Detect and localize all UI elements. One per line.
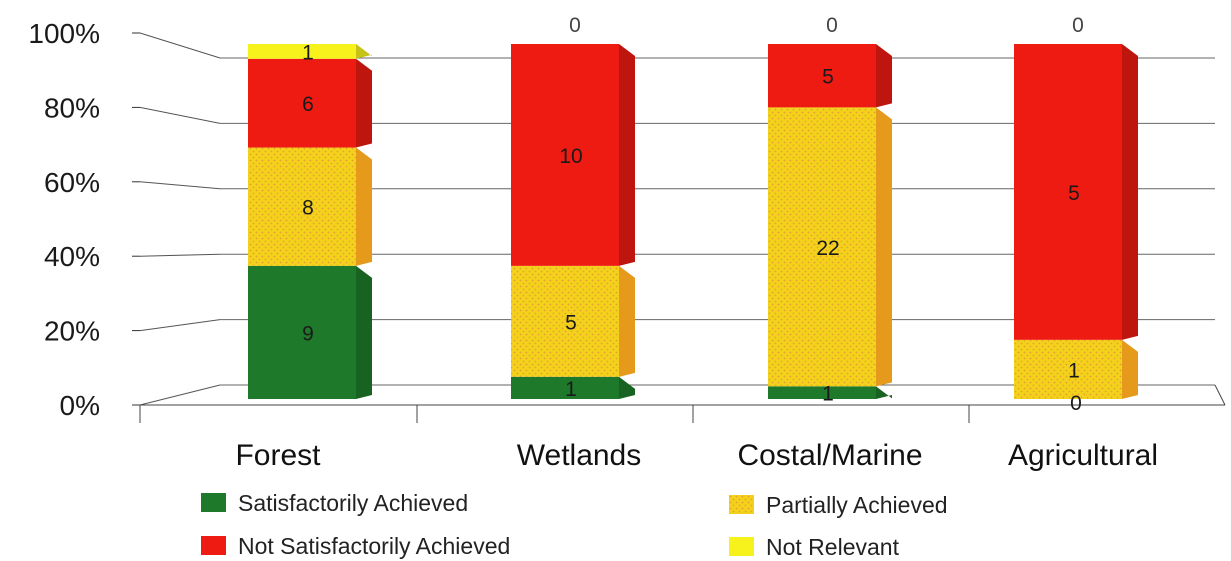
category-label: Costal/Marine [737,439,922,472]
bar-segment-partially-achieved [511,265,619,377]
ytick-label: 20% [44,316,100,347]
bar-side-not-satisfactorily-achieved [356,58,372,148]
legend-swatch-satisfactorily-achieved [201,493,226,512]
ytick-label: 40% [44,241,100,272]
ytick-label: 100% [28,18,100,49]
data-label: 1 [1068,359,1080,382]
data-label: 0 [1072,14,1084,37]
data-label: 0 [569,14,581,37]
axes: 0% 20% 40% 60% 80% 100% Forest Wetlands Costal/M… [28,18,1226,472]
bar-side-partially-achieved [876,107,892,387]
gridline-diagonal [139,106,221,124]
legend-swatch-partially-achieved [729,495,754,514]
bar-side-not-relevant [356,44,372,59]
ytick-label: 60% [44,167,100,198]
data-label: 9 [302,322,314,345]
bar-segment-not-satisfactorily-achieved [1014,44,1122,340]
data-label: 8 [302,197,314,220]
data-label: 5 [565,311,577,334]
gridline-diagonal [139,32,221,59]
bar-side-partially-achieved [356,147,372,266]
data-label: 0 [1070,392,1082,415]
legend-swatch-not-satisfactorily-achieved [201,536,226,555]
gridline-diagonal [139,319,221,332]
bar-segment-satisfactorily-achieved [248,265,356,399]
legend-label: Satisfactorily Achieved [238,490,468,516]
bar-segment-not-satisfactorily-achieved [248,58,356,148]
bar-segment-not-satisfactorily-achieved [768,44,876,108]
legend-label: Not Relevant [766,534,900,560]
floor-edge [1214,384,1226,406]
legend-swatch-not-relevant [729,537,754,556]
ytick-label: 0% [60,390,100,421]
ytick-label: 80% [44,92,100,123]
bar-side-partially-achieved [619,265,635,377]
category-label: Wetlands [517,439,642,472]
data-label: 5 [822,66,834,89]
bar-side-not-satisfactorily-achieved [619,44,635,266]
bar-segment-satisfactorily-achieved [768,386,876,399]
legend-label: Not Satisfactorily Achieved [238,533,510,559]
gridline-diagonal [139,384,221,406]
data-label: 10 [559,145,582,168]
category-label: Agricultural [1008,439,1158,472]
bar-segment-partially-achieved [1014,339,1122,399]
data-label: 5 [1068,182,1080,205]
data-labels: 9 8 6 1 1 5 10 0 1 22 5 0 1 5 0 0 [302,14,1084,415]
bar-side-partially-achieved [1122,339,1138,399]
gridline-diagonal [139,253,221,257]
data-label: 6 [302,93,314,116]
data-label: 1 [565,378,577,401]
bar-segment-partially-achieved [768,107,876,387]
bars [248,44,1138,399]
bar-side-satisfactorily-achieved [356,265,372,399]
category-label: Forest [235,439,321,472]
bar-segment-not-relevant [248,44,356,59]
bar-segment-satisfactorily-achieved [511,376,619,399]
bar-side-satisfactorily-achieved [619,376,635,399]
data-label: 22 [816,237,839,260]
data-label: 1 [822,383,834,406]
legend-label: Partially Achieved [766,492,948,518]
legend: Satisfactorily Achieved Partially Achieve… [201,490,948,560]
bar-side-not-satisfactorily-achieved [1122,44,1138,340]
data-label: 0 [826,14,838,37]
data-label: 1 [302,41,314,64]
bar-side-not-satisfactorily-achieved [876,44,892,108]
gridline-diagonal [139,181,221,190]
bar-side-satisfactorily-achieved [876,386,892,399]
bar-segment-partially-achieved [248,147,356,266]
bar-segment-not-satisfactorily-achieved [511,44,619,266]
